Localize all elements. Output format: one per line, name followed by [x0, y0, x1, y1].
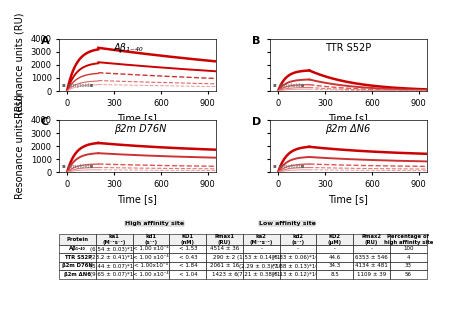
Text: TTR S52P: TTR S52P	[325, 43, 371, 53]
Text: A: A	[40, 36, 49, 46]
Text: ▪ amyloid▪: ▪ amyloid▪	[63, 164, 94, 169]
Text: C: C	[40, 117, 49, 127]
Y-axis label: Resonance units (RU): Resonance units (RU)	[15, 93, 25, 199]
Text: D: D	[252, 117, 261, 127]
Text: β2m D76N: β2m D76N	[114, 124, 166, 134]
Text: B: B	[252, 36, 260, 46]
Text: ▪ amyloid▪: ▪ amyloid▪	[63, 83, 94, 88]
Text: β2m ΔN6: β2m ΔN6	[325, 124, 370, 134]
Text: ▪ amyloid▪: ▪ amyloid▪	[273, 83, 305, 88]
Text: ▪ amyloid▪: ▪ amyloid▪	[273, 164, 305, 169]
Text: Low affinity site: Low affinity site	[259, 221, 315, 226]
Text: Aβ₁₋₄₀: Aβ₁₋₄₀	[114, 43, 144, 53]
X-axis label: Time [s]: Time [s]	[328, 113, 368, 123]
X-axis label: Time [s]: Time [s]	[328, 194, 368, 204]
X-axis label: Time [s]: Time [s]	[118, 194, 157, 204]
Text: High affinity site: High affinity site	[125, 221, 184, 226]
X-axis label: Time [s]: Time [s]	[118, 113, 157, 123]
Y-axis label: Resonance units (RU): Resonance units (RU)	[15, 12, 25, 118]
